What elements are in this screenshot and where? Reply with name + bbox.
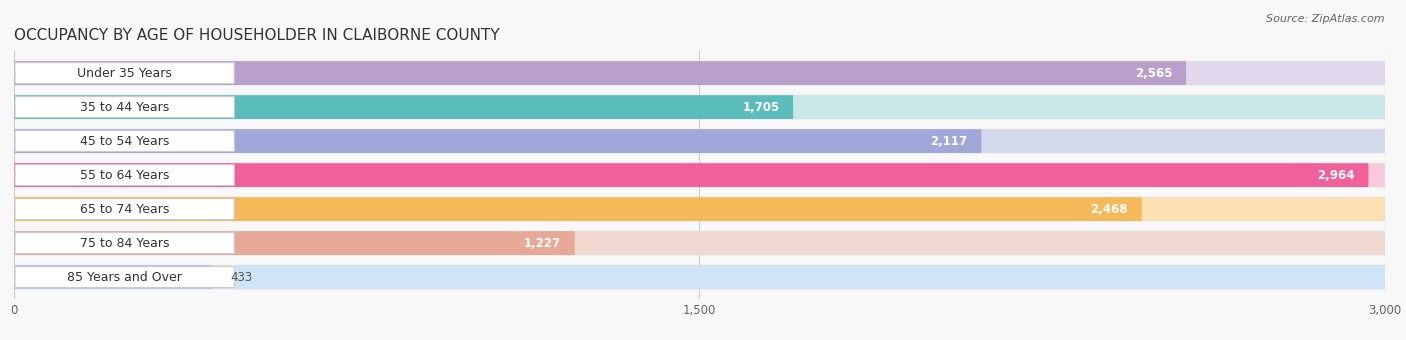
Text: 75 to 84 Years: 75 to 84 Years [80, 237, 169, 250]
Text: 1,227: 1,227 [524, 237, 561, 250]
Text: 1,705: 1,705 [742, 101, 779, 114]
FancyBboxPatch shape [14, 129, 981, 153]
Text: 45 to 54 Years: 45 to 54 Years [80, 135, 169, 148]
Text: OCCUPANCY BY AGE OF HOUSEHOLDER IN CLAIBORNE COUNTY: OCCUPANCY BY AGE OF HOUSEHOLDER IN CLAIB… [14, 28, 499, 43]
FancyBboxPatch shape [15, 267, 235, 288]
Text: 433: 433 [231, 271, 253, 284]
FancyBboxPatch shape [15, 233, 235, 254]
Text: 55 to 64 Years: 55 to 64 Years [80, 169, 169, 182]
Text: Under 35 Years: Under 35 Years [77, 67, 172, 80]
Text: 85 Years and Over: 85 Years and Over [67, 271, 183, 284]
FancyBboxPatch shape [14, 265, 1385, 289]
FancyBboxPatch shape [15, 97, 235, 118]
FancyBboxPatch shape [15, 199, 235, 220]
FancyBboxPatch shape [14, 231, 1385, 255]
FancyBboxPatch shape [15, 63, 235, 84]
FancyBboxPatch shape [14, 197, 1385, 221]
FancyBboxPatch shape [14, 163, 1368, 187]
FancyBboxPatch shape [14, 95, 793, 119]
FancyBboxPatch shape [14, 231, 575, 255]
FancyBboxPatch shape [14, 163, 1385, 187]
FancyBboxPatch shape [14, 61, 1187, 85]
FancyBboxPatch shape [14, 197, 1142, 221]
FancyBboxPatch shape [14, 61, 1385, 85]
Text: 35 to 44 Years: 35 to 44 Years [80, 101, 169, 114]
Text: 65 to 74 Years: 65 to 74 Years [80, 203, 169, 216]
FancyBboxPatch shape [15, 131, 235, 152]
Text: 2,117: 2,117 [931, 135, 967, 148]
Text: 2,565: 2,565 [1135, 67, 1173, 80]
FancyBboxPatch shape [15, 165, 235, 186]
FancyBboxPatch shape [14, 95, 1385, 119]
FancyBboxPatch shape [14, 265, 212, 289]
Text: Source: ZipAtlas.com: Source: ZipAtlas.com [1267, 14, 1385, 23]
Text: 2,964: 2,964 [1317, 169, 1355, 182]
FancyBboxPatch shape [14, 129, 1385, 153]
Text: 2,468: 2,468 [1091, 203, 1128, 216]
